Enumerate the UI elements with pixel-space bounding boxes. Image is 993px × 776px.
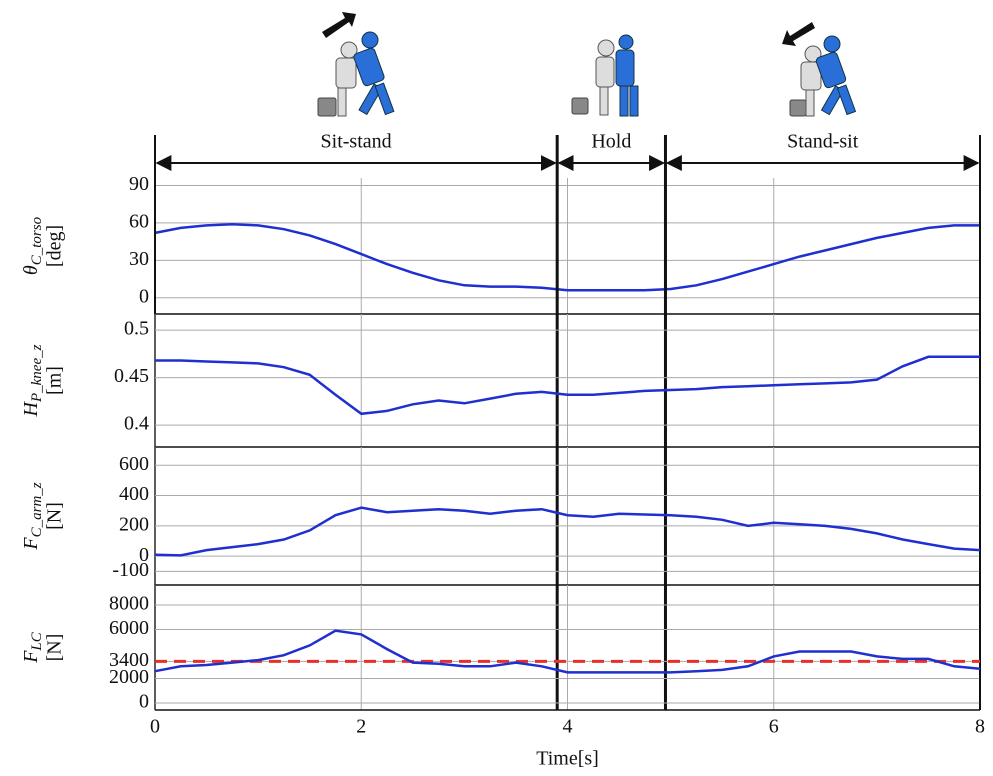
y-label-unit: [deg] (44, 225, 66, 267)
y-label-subscript: C_arm_z (29, 482, 45, 537)
y-tick-label: 30 (129, 248, 149, 270)
x-tick-label: 0 (150, 716, 160, 738)
y-tick-label: 0 (139, 691, 149, 713)
data-line (154, 222, 980, 292)
y-tick-label: 90 (129, 173, 149, 195)
x-tick-label: 6 (769, 716, 779, 738)
y-tick-label: 0 (139, 285, 149, 307)
y-axis-label: HP_knee_z[m] (20, 344, 66, 417)
y-label-symbol-text: F (20, 650, 42, 664)
x-axis-label: Time[s] (536, 748, 599, 770)
y-tick-label: 600 (119, 453, 149, 475)
y-tick-label: 6000 (109, 617, 149, 639)
x-tick-label: 8 (975, 716, 985, 738)
icon-stand-sit (782, 22, 857, 117)
y-tick-label: 0.5 (124, 318, 149, 340)
y-tick-label: 3400 (109, 649, 149, 671)
phase-label: Stand-sit (787, 131, 859, 153)
y-tick-label: 0.4 (124, 413, 149, 435)
y-axis-label: FLC[N] (20, 631, 66, 664)
y-label-subscript: LC (29, 631, 45, 651)
x-tick-label: 2 (356, 716, 366, 738)
y-axis-label: FC_arm_z[N] (20, 482, 66, 550)
y-tick-label: -100 (112, 559, 149, 581)
phase-label: Hold (591, 131, 631, 153)
y-label-unit: [m] (44, 366, 66, 395)
y-axis-label: θC_torso[deg] (20, 216, 66, 275)
y-label-unit: [N] (44, 502, 66, 530)
y-label-symbol-text: θ (20, 265, 42, 275)
y-tick-label: 60 (129, 211, 149, 233)
y-label-symbol: θC_torso (20, 216, 46, 275)
y-tick-label: 2000 (109, 666, 149, 688)
y-tick-label: 400 (119, 483, 149, 505)
y-label-symbol-text: F (20, 537, 42, 551)
x-tick-label: 4 (563, 716, 573, 738)
data-line (154, 506, 981, 557)
y-label-symbol: FC_arm_z (20, 482, 46, 550)
y-label-subscript: C_torso (29, 216, 45, 265)
data-line (155, 355, 980, 416)
y-tick-label: 200 (119, 513, 149, 535)
y-tick-label: 0.45 (114, 365, 149, 387)
y-label-symbol: FLC (20, 631, 46, 664)
y-label-unit: [N] (44, 634, 66, 662)
y-label-symbol: HP_knee_z (20, 344, 46, 417)
icon-sit-stand (317, 12, 395, 117)
y-label-symbol-text: H (20, 400, 42, 417)
y-tick-label: 8000 (109, 593, 149, 615)
icon-hold (571, 34, 639, 117)
data-line (154, 629, 981, 674)
y-label-subscript: P_knee_z (29, 344, 45, 403)
phase-label: Sit-stand (321, 131, 392, 153)
y-tick-label: 0 (139, 544, 149, 566)
